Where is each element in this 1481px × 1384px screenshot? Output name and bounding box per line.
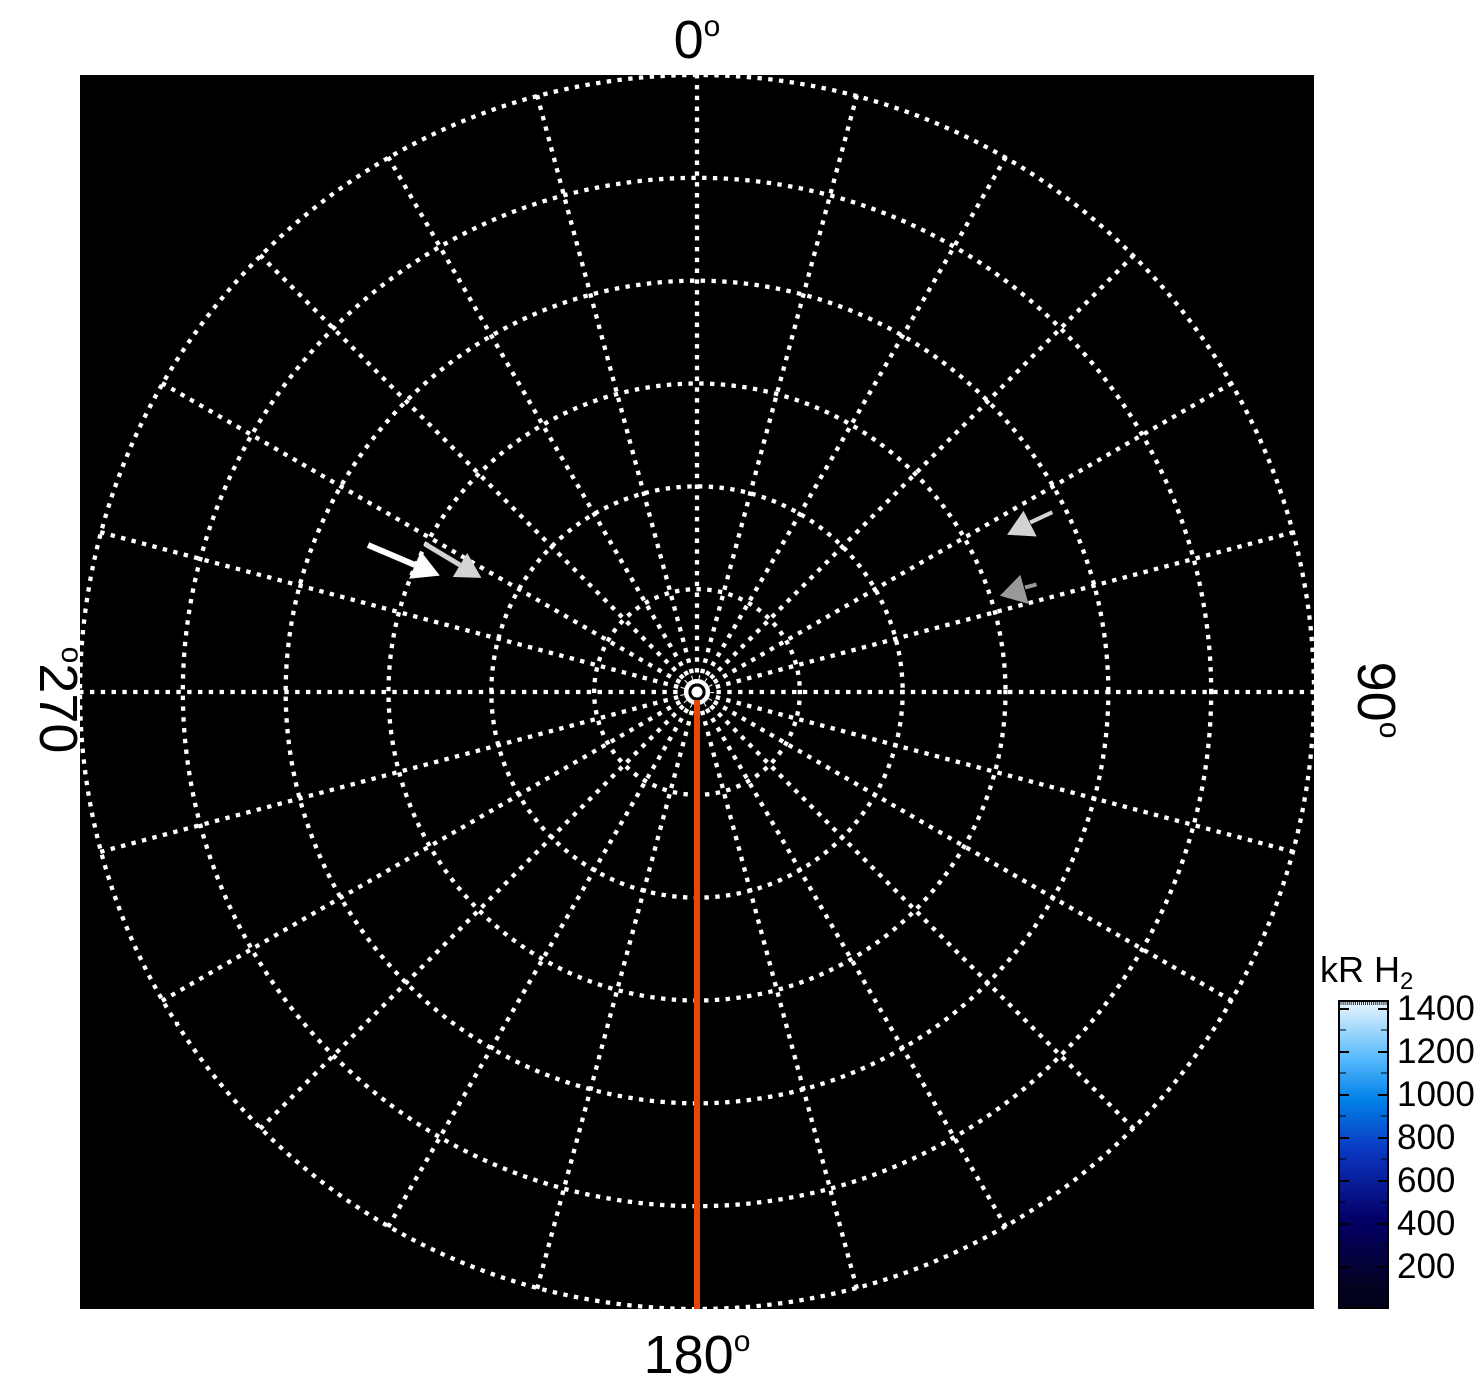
svg-text:o270: o270 xyxy=(28,647,88,754)
svg-text:400: 400 xyxy=(1397,1204,1455,1243)
svg-text:180o: 180o xyxy=(644,1325,751,1384)
svg-text:1200: 1200 xyxy=(1397,1032,1475,1071)
svg-text:1000: 1000 xyxy=(1397,1075,1475,1114)
svg-text:600: 600 xyxy=(1397,1161,1455,1200)
svg-text:0o: 0o xyxy=(674,10,721,70)
svg-text:800: 800 xyxy=(1397,1118,1455,1157)
svg-text:200: 200 xyxy=(1397,1247,1455,1286)
svg-text:90o: 90o xyxy=(1346,662,1406,739)
svg-text:1400: 1400 xyxy=(1397,989,1475,1028)
